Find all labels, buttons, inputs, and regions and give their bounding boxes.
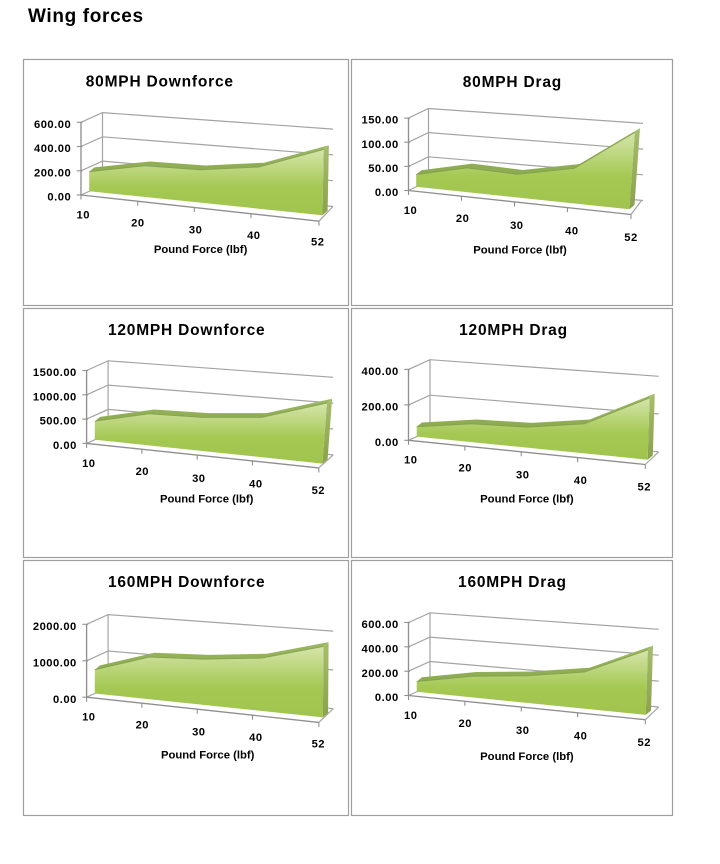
svg-text:10: 10 — [404, 455, 417, 467]
svg-text:0.00: 0.00 — [47, 192, 71, 204]
svg-text:30: 30 — [192, 473, 205, 485]
svg-text:Pound Force (lbf): Pound Force (lbf) — [480, 751, 574, 763]
svg-text:40: 40 — [565, 225, 578, 237]
svg-text:52: 52 — [637, 737, 650, 749]
svg-text:1000.00: 1000.00 — [33, 391, 77, 403]
svg-text:Wing forces: Wing forces — [28, 6, 144, 27]
svg-text:40: 40 — [249, 732, 262, 744]
svg-text:20: 20 — [458, 718, 471, 730]
svg-text:160MPH Drag: 160MPH Drag — [458, 574, 567, 591]
svg-text:200.00: 200.00 — [361, 402, 398, 414]
svg-text:Pound Force (lbf): Pound Force (lbf) — [480, 494, 574, 506]
svg-text:20: 20 — [136, 466, 149, 478]
svg-text:0.00: 0.00 — [375, 187, 399, 199]
svg-text:400.00: 400.00 — [361, 643, 398, 655]
svg-text:80MPH Drag: 80MPH Drag — [463, 74, 562, 91]
svg-text:52: 52 — [312, 485, 325, 497]
svg-text:80MPH Downforce: 80MPH Downforce — [86, 74, 234, 91]
svg-text:0.00: 0.00 — [375, 437, 399, 449]
svg-text:20: 20 — [131, 217, 144, 229]
svg-text:100.00: 100.00 — [361, 139, 398, 151]
svg-text:600.00: 600.00 — [361, 619, 398, 631]
svg-text:52: 52 — [637, 482, 650, 494]
svg-text:30: 30 — [192, 727, 205, 739]
svg-text:200.00: 200.00 — [361, 668, 398, 680]
svg-text:Pound Force (lbf): Pound Force (lbf) — [160, 494, 254, 506]
svg-text:120MPH Drag: 120MPH Drag — [459, 322, 568, 339]
svg-text:0.00: 0.00 — [375, 692, 399, 704]
svg-text:150.00: 150.00 — [361, 115, 398, 127]
svg-text:Pound Force (lbf): Pound Force (lbf) — [473, 245, 567, 257]
svg-text:Pound Force (lbf): Pound Force (lbf) — [161, 750, 255, 762]
svg-text:20: 20 — [136, 720, 149, 732]
svg-text:10: 10 — [404, 205, 417, 217]
svg-text:1500.00: 1500.00 — [33, 367, 77, 379]
svg-text:200.00: 200.00 — [34, 167, 71, 179]
svg-text:120MPH Downforce: 120MPH Downforce — [108, 322, 266, 339]
svg-text:30: 30 — [510, 220, 523, 232]
svg-text:2000.00: 2000.00 — [33, 621, 77, 633]
svg-text:20: 20 — [458, 463, 471, 475]
svg-text:30: 30 — [516, 470, 529, 482]
svg-text:0.00: 0.00 — [53, 440, 77, 452]
svg-text:20: 20 — [456, 213, 469, 225]
svg-text:0.00: 0.00 — [53, 694, 77, 706]
svg-text:40: 40 — [574, 730, 587, 742]
svg-text:40: 40 — [249, 478, 262, 490]
svg-text:52: 52 — [312, 739, 325, 751]
svg-text:160MPH Downforce: 160MPH Downforce — [108, 574, 266, 591]
svg-text:500.00: 500.00 — [40, 416, 77, 428]
svg-text:52: 52 — [311, 236, 324, 248]
svg-text:30: 30 — [189, 224, 202, 236]
svg-text:52: 52 — [624, 232, 637, 244]
svg-text:400.00: 400.00 — [361, 366, 398, 378]
svg-text:50.00: 50.00 — [368, 163, 399, 175]
svg-text:40: 40 — [247, 230, 260, 242]
svg-text:600.00: 600.00 — [34, 119, 71, 131]
svg-text:10: 10 — [76, 209, 89, 221]
svg-text:1000.00: 1000.00 — [33, 657, 77, 669]
svg-text:30: 30 — [516, 725, 529, 737]
svg-text:Pound Force (lbf): Pound Force (lbf) — [154, 244, 248, 256]
svg-text:400.00: 400.00 — [34, 143, 71, 155]
svg-text:10: 10 — [404, 710, 417, 722]
svg-text:10: 10 — [82, 458, 95, 470]
svg-text:10: 10 — [82, 712, 95, 724]
svg-text:40: 40 — [574, 475, 587, 487]
